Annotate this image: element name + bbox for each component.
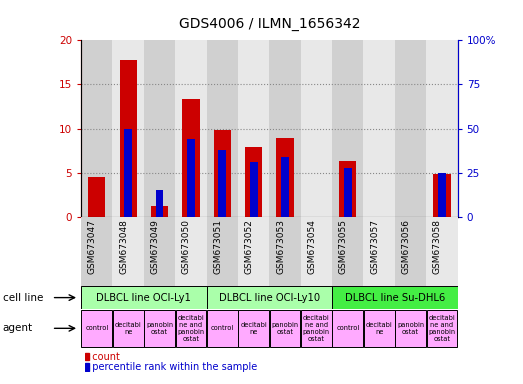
Bar (339, 161, 356, 217)
Bar (332, 40, 363, 217)
Text: GSM673048: GSM673048 (119, 219, 128, 274)
Bar (85, 353, 89, 360)
Bar (175, 217, 207, 286)
Bar (207, 310, 237, 347)
Text: count: count (86, 352, 120, 362)
Bar (175, 40, 207, 217)
Text: panobin
ostat: panobin ostat (271, 322, 299, 335)
Bar (119, 60, 137, 217)
Bar (438, 173, 446, 217)
Bar (238, 217, 269, 286)
Text: control: control (211, 325, 234, 331)
Bar (332, 286, 458, 309)
Bar (364, 310, 394, 347)
Text: DLBCL line OCI-Ly1: DLBCL line OCI-Ly1 (96, 293, 191, 303)
Bar (395, 217, 426, 286)
Bar (144, 40, 175, 217)
Bar (112, 217, 144, 286)
Text: decitabi
ne and
panobin
ostat: decitabi ne and panobin ostat (428, 315, 456, 342)
Bar (426, 217, 458, 286)
Bar (207, 217, 238, 286)
Bar (270, 310, 300, 347)
Text: panobin
ostat: panobin ostat (146, 322, 173, 335)
Bar (301, 310, 332, 347)
Text: decitabi
ne and
panobin
ostat: decitabi ne and panobin ostat (177, 315, 204, 342)
Text: decitabi
ne: decitabi ne (115, 322, 142, 335)
Bar (395, 310, 426, 347)
Text: cell line: cell line (3, 293, 43, 303)
Bar (81, 217, 112, 286)
Bar (301, 40, 332, 217)
Bar (426, 40, 458, 217)
Text: decitabi
ne: decitabi ne (240, 322, 267, 335)
Bar (85, 363, 89, 371)
Bar (276, 138, 293, 217)
Text: panobin
ostat: panobin ostat (397, 322, 424, 335)
Text: GSM673052: GSM673052 (245, 219, 254, 274)
Bar (207, 286, 332, 309)
Text: GSM673053: GSM673053 (276, 219, 285, 274)
Bar (344, 167, 351, 217)
Text: DLBCL line Su-DHL6: DLBCL line Su-DHL6 (345, 293, 445, 303)
Bar (301, 217, 332, 286)
Text: GSM673050: GSM673050 (182, 219, 191, 274)
Text: GSM673056: GSM673056 (402, 219, 411, 274)
Bar (124, 129, 132, 217)
Text: DLBCL line OCI-Ly10: DLBCL line OCI-Ly10 (219, 293, 320, 303)
Bar (332, 217, 363, 286)
Text: control: control (336, 325, 359, 331)
Bar (187, 139, 195, 217)
Text: GSM673047: GSM673047 (88, 219, 97, 274)
Bar (113, 310, 143, 347)
Bar (213, 129, 231, 217)
Text: agent: agent (3, 323, 33, 333)
Bar (81, 40, 112, 217)
Bar (82, 310, 112, 347)
Bar (333, 310, 363, 347)
Text: GSM673051: GSM673051 (213, 219, 222, 274)
Bar (433, 174, 450, 217)
Bar (363, 40, 395, 217)
Text: control: control (85, 325, 108, 331)
Text: decitabi
ne: decitabi ne (366, 322, 393, 335)
Text: GSM673058: GSM673058 (433, 219, 442, 274)
Text: GSM673057: GSM673057 (370, 219, 379, 274)
Text: percentile rank within the sample: percentile rank within the sample (86, 362, 257, 372)
Bar (250, 162, 257, 217)
Bar (207, 40, 238, 217)
Text: GDS4006 / ILMN_1656342: GDS4006 / ILMN_1656342 (178, 17, 360, 31)
Text: GSM673049: GSM673049 (151, 219, 160, 274)
Bar (395, 40, 426, 217)
Bar (363, 217, 395, 286)
Bar (238, 40, 269, 217)
Bar (176, 310, 206, 347)
Bar (281, 157, 289, 217)
Text: decitabi
ne and
panobin
ostat: decitabi ne and panobin ostat (303, 315, 330, 342)
Bar (427, 310, 457, 347)
Bar (182, 99, 199, 217)
Bar (144, 310, 175, 347)
Bar (156, 190, 163, 217)
Text: GSM673055: GSM673055 (339, 219, 348, 274)
Bar (269, 217, 301, 286)
Text: GSM673054: GSM673054 (308, 219, 316, 274)
Bar (245, 147, 262, 217)
Bar (238, 310, 269, 347)
Bar (219, 150, 226, 217)
Bar (144, 217, 175, 286)
Bar (269, 40, 301, 217)
Bar (151, 206, 168, 217)
Bar (81, 286, 207, 309)
Bar (88, 177, 105, 217)
Bar (112, 40, 144, 217)
